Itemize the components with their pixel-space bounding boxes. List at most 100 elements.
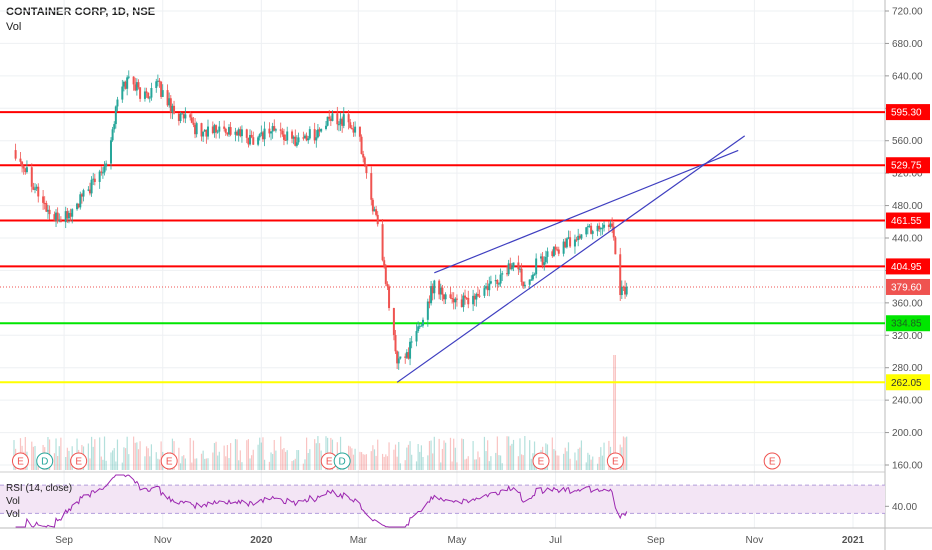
candle-body	[291, 131, 294, 139]
candle-body	[316, 129, 319, 138]
event-marker-earnings: E	[11, 452, 29, 470]
volume-bar	[134, 442, 136, 470]
rsi-axis-label: 40.00	[892, 502, 917, 513]
candle-body	[535, 258, 538, 275]
volume-bar	[398, 441, 400, 470]
level-tag	[886, 104, 930, 121]
volume-bar	[252, 449, 254, 470]
volume-bar	[89, 458, 91, 470]
candle-body	[158, 80, 161, 82]
candle-body	[134, 84, 137, 91]
volume-bar	[268, 461, 271, 470]
candle-body	[358, 126, 361, 137]
volume-bar	[474, 459, 476, 470]
candle-body	[543, 262, 546, 265]
candle-body	[79, 194, 82, 208]
candle-body	[363, 157, 366, 165]
volume-bar	[485, 451, 487, 470]
candle-body	[105, 163, 108, 167]
volume-bar	[191, 462, 193, 470]
candle-body	[245, 129, 248, 138]
volume-bar	[280, 436, 282, 470]
candle-body	[552, 246, 555, 257]
volume-bar	[462, 439, 465, 470]
rsi-vol-label-2: Vol	[6, 509, 20, 520]
candle-body	[397, 358, 400, 364]
volume-bar	[603, 442, 605, 470]
candle-body	[373, 209, 376, 212]
candle-body	[224, 128, 227, 133]
candle-body	[341, 118, 344, 126]
price-tick-label: 560.00	[892, 136, 923, 147]
volume-bar	[272, 453, 274, 470]
candle-body	[127, 76, 130, 78]
volume-bar	[373, 449, 376, 470]
volume-bar	[149, 456, 151, 470]
candle-body	[407, 352, 410, 359]
volume-bar	[422, 457, 424, 470]
candle-body	[577, 235, 580, 241]
price-tick-label: 520.00	[892, 169, 923, 180]
volume-bar	[600, 447, 602, 470]
event-marker-earnings: E	[160, 452, 178, 470]
volume-bar	[99, 437, 101, 470]
candle-body	[418, 326, 421, 328]
volume-bar	[372, 445, 374, 470]
time-tick-label: Sep	[647, 535, 665, 546]
candle-body	[467, 297, 470, 305]
volume-bar	[495, 452, 497, 470]
volume-bar	[349, 446, 351, 470]
volume-bar	[57, 455, 59, 470]
candle-body	[111, 129, 114, 141]
event-marker-letter: E	[612, 457, 619, 468]
candle-body	[421, 319, 424, 326]
candle-body	[328, 116, 331, 119]
volume-bar	[103, 436, 106, 470]
volume-bar	[588, 454, 591, 470]
volume-bar	[614, 355, 616, 470]
candle-body	[426, 301, 429, 320]
volume-bar	[579, 447, 581, 470]
candle-body	[465, 297, 468, 299]
candle-body	[260, 132, 263, 135]
candle-body	[122, 81, 125, 87]
volume-bar	[314, 439, 316, 470]
volume-bar	[147, 448, 149, 470]
candle-body	[497, 283, 500, 285]
volume-bar	[399, 463, 401, 470]
volume-bar	[105, 460, 107, 470]
candle-body	[160, 81, 163, 97]
volume-bar	[396, 456, 398, 470]
candle-body	[331, 113, 334, 121]
candle-body	[76, 203, 79, 210]
volume-bar	[66, 447, 68, 470]
volume-bar	[60, 437, 62, 470]
volume-bar	[31, 441, 33, 470]
volume-bar	[246, 440, 248, 470]
level-tag-label: 404.95	[891, 262, 922, 273]
candle-body	[506, 273, 509, 275]
level-tag-label: 334.85	[891, 319, 922, 330]
volume-bar	[569, 458, 571, 470]
candle-body	[190, 117, 193, 123]
volume-bar	[215, 441, 217, 470]
candle-body	[360, 136, 363, 154]
candle-body	[433, 280, 436, 294]
price-tick-label: 480.00	[892, 201, 923, 212]
volume-bar	[404, 460, 406, 470]
candle-body	[116, 99, 119, 107]
volume-bar	[553, 449, 555, 470]
candle-body	[303, 135, 306, 139]
volume-bar	[304, 459, 306, 470]
volume-bar	[375, 455, 377, 470]
candle-body	[318, 129, 321, 132]
volume-bar	[517, 456, 519, 470]
candle-body	[625, 286, 628, 295]
volume-bar	[325, 436, 327, 470]
price-tick-label: 640.00	[892, 71, 923, 82]
volume-bar	[212, 452, 214, 470]
time-tick-label: 2020	[250, 535, 273, 546]
wedge-trendline	[396, 135, 746, 383]
volume-bar	[388, 442, 390, 470]
